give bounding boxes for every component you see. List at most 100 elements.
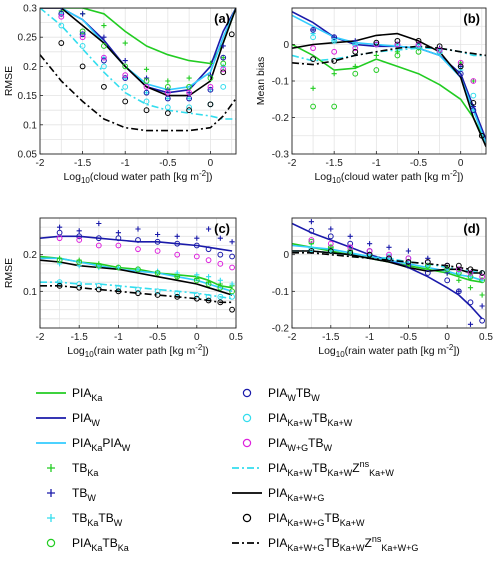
y-tick-label: 0.05 [18,150,38,161]
marker-PIA_KaTB_Ka [115,264,122,271]
marker-PIA_WTB_W [79,31,86,38]
legend-entry-PIA_KaWG: PIAKa+W+G [232,486,324,503]
marker-PIA_KaTB_Ka [174,273,181,280]
marker-PIA_KaTB_Ka [308,238,315,245]
marker-PIA_KaWTB_KaW [331,37,338,44]
chart-panel-b: -2 -1.5 -1 -0.5 0 -0.3 -0.2 -0.1 0 Mean bias Log10… [255,7,487,185]
marker-PIA_KaTB_Ka [415,48,422,55]
series-line-PIA_KaWTB_KaWZns [292,47,486,62]
marker-TB_W [479,303,485,309]
plot-area [40,8,236,132]
panel-label: (d) [463,221,480,236]
axes-box [291,217,487,329]
marker-TB_KaTB_W [122,75,128,81]
legend-swatch [47,464,55,472]
marker-PIA_WTB_W [424,270,431,276]
marker-PIA_WGTB_W [229,264,235,271]
marker-PIA_KaWTB_KaW [154,288,161,295]
marker-TB_W [220,43,226,49]
marker-PIA_KaTB_Ka [164,83,171,90]
y-tick-label: -0.2 [272,324,290,335]
legend-entry-PIA_WGTB_W: PIAW+GTBW [242,436,332,453]
marker-PIA_KaTB_Ka [229,288,235,295]
axes-box [39,217,237,329]
legend-entry-PIA_Ka_PIA_W: PIAKaPIAW [36,436,131,453]
y-tick-label: 0.2 [23,62,37,73]
panel-label: (c) [214,221,230,236]
legend-label: TBKaTBW [72,511,123,528]
marker-PIA_KaWGTB_KaW [164,110,171,117]
x-tick-label: -1 [121,158,130,169]
series-line-PIA_Ka [292,242,483,283]
x-tick-label: -0.5 [410,158,428,169]
marker-PIA_KaWTB_KaW [229,293,235,300]
marker-PIA_KaWGTB_KaW [135,290,141,297]
x-tick-label: 0 [458,158,464,169]
marker-TB_KaTB_W [229,281,235,287]
marker-PIA_KaWTB_KaW [56,279,63,286]
chart-panel-a: -2 -1.5 -1 -0.5 0 0.05 0.1 0.15 0.2 0.25 0.3 RMSE Lo… [3,4,237,185]
marker-PIA_WGTB_W [143,83,150,90]
marker-TB_W [229,239,235,245]
marker-TB_KaTB_W [135,266,141,272]
marker-PIA_KaWGTB_KaW [444,262,451,269]
marker-TB_W [174,233,180,239]
marker-PIA_WTB_W [467,299,474,306]
marker-TB_W [405,248,411,254]
marker-TB_W [386,244,392,250]
x-tick-label: 0.5 [229,332,243,343]
marker-PIA_KaTB_Ka [135,266,141,273]
marker-PIA_WTB_W [95,235,102,242]
marker-TB_W [101,34,107,40]
marker-PIA_WGTB_W [405,255,412,262]
marker-PIA_KaWTB_KaW [436,48,443,55]
marker-PIA_KaWTB_KaW [205,293,212,300]
marker-PIA_WGTB_W [470,78,477,84]
marker-PIA_WGTB_W [154,248,161,254]
marker-TB_W [143,75,150,81]
marker-TB_KaTB_W [207,87,214,93]
y-tick-label: 0.25 [18,33,38,44]
x-tick-label: 0 [208,158,214,169]
marker-TB_Ka [479,292,485,298]
legend-label: TBKa [72,461,98,478]
marker-PIA_WGTB_W [164,89,171,96]
plot-area [292,219,486,327]
marker-TB_Ka [220,55,226,61]
marker-TB_W [96,220,102,227]
marker-PIA_KaWTB_KaW [310,34,316,41]
marker-PIA_WTB_W [143,89,150,96]
x-tick-label: -0.5 [149,332,167,343]
x-tick-label: -1.5 [326,158,344,169]
legend: PIAKaPIAWPIAKaPIAWTBKaTBWTBKaTBWPIAKaTBK… [36,386,418,553]
marker-TB_KaTB_W [143,90,150,96]
marker-PIA_WTB_W [457,70,464,77]
marker-PIA_WTB_W [331,34,338,41]
marker-PIA_WTB_W [405,262,412,269]
marker-PIA_WTB_W [310,27,316,33]
legend-swatch [242,413,252,423]
marker-PIA_WGTB_W [205,257,212,264]
marker-PIA_KaTB_Ka [479,277,486,284]
marker-TB_W [57,224,63,230]
marker-PIA_KaWGTB_KaW [415,37,422,44]
marker-PIA_KaWGTB_KaW [79,63,86,70]
x-tick-label: -0.5 [159,158,177,169]
marker-TB_KaTB_W [80,31,86,37]
marker-PIA_KaWTB_KaW [58,22,65,29]
marker-PIA_KaWGTB_KaW [56,282,63,289]
marker-PIA_KaWTB_KaW [164,104,171,111]
marker-PIA_KaWGTB_KaW [467,266,474,273]
marker-PIA_KaTB_Ka [352,70,359,77]
marker-PIA_WGTB_W [174,251,181,258]
x-tick-label: -1 [114,332,123,343]
marker-PIA_KaWGTB_KaW [76,284,83,291]
x-tick-label: 0 [444,332,450,343]
marker-TB_W [207,72,214,78]
x-axis-label: Log10(cloud water path [kg m-2]) [63,169,212,185]
marker-PIA_WTB_W [186,95,193,102]
x-tick-label: 0 [194,332,200,343]
marker-TB_Ka [352,63,358,69]
y-tick-label: -0.2 [272,113,290,124]
